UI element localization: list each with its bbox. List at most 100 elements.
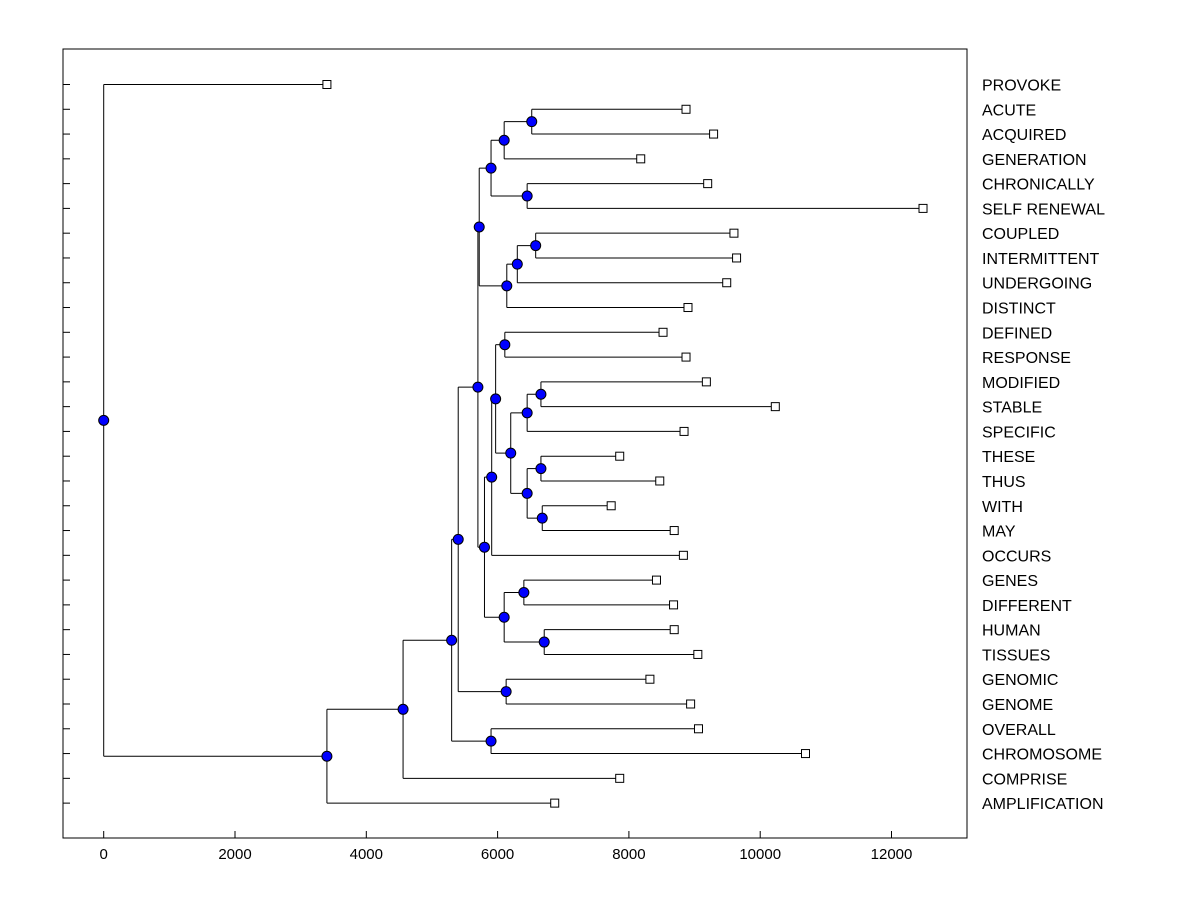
leaf-label-undergoing: UNDERGOING — [982, 276, 1092, 293]
leaf-label-provoke: PROVOKE — [982, 78, 1061, 95]
merge-node — [526, 116, 538, 128]
merge-node — [321, 750, 333, 762]
leaf-marker-chromosome — [801, 749, 811, 759]
leaf-marker-self-renewal — [918, 203, 928, 213]
merge-node — [452, 533, 464, 545]
leaf-marker-defined — [658, 327, 668, 337]
leaf-marker-intermittent — [732, 253, 742, 263]
leaf-label-with: WITH — [982, 499, 1023, 516]
leaf-label-specific: SPECIFIC — [982, 424, 1056, 441]
leaf-marker-coupled — [729, 228, 739, 238]
leaf-marker-provoke — [322, 80, 332, 89]
merge-node — [535, 388, 547, 400]
leaf-label-chromosome: CHROMOSOME — [982, 747, 1102, 764]
leaf-marker-human — [669, 625, 679, 635]
leaf-label-genome: GENOME — [982, 697, 1053, 714]
leaf-label-distinct: DISTINCT — [982, 301, 1056, 318]
x-tick-label-8000: 8000 — [612, 846, 645, 863]
plot-area-frame — [62, 48, 968, 839]
merge-node — [521, 407, 533, 419]
leaf-marker-undergoing — [722, 278, 732, 288]
leaf-marker-these — [615, 451, 625, 461]
merge-node — [535, 463, 547, 475]
leaf-label-occurs: OCCURS — [982, 548, 1051, 565]
x-tick-label-2000: 2000 — [218, 846, 251, 863]
merge-node — [473, 221, 485, 233]
merge-node — [530, 240, 542, 252]
merge-node — [500, 686, 512, 698]
merge-node — [98, 414, 110, 426]
merge-node — [499, 339, 511, 351]
leaf-marker-with — [606, 501, 616, 511]
x-tick-label-0: 0 — [100, 846, 108, 863]
leaf-label-acute: ACUTE — [982, 102, 1036, 119]
leaf-marker-different — [669, 600, 679, 610]
leaf-marker-tissues — [693, 649, 703, 659]
leaf-marker-occurs — [678, 550, 688, 560]
merge-node — [485, 735, 497, 747]
leaf-label-thus: THUS — [982, 474, 1026, 491]
leaf-label-different: DIFFERENT — [982, 598, 1072, 615]
merge-node — [536, 512, 548, 524]
leaf-label-human: HUMAN — [982, 623, 1041, 640]
leaf-marker-generation — [636, 154, 646, 164]
merge-node — [505, 447, 517, 459]
merge-node — [501, 280, 513, 292]
merge-node — [538, 636, 550, 648]
x-tick-label-6000: 6000 — [481, 846, 514, 863]
merge-node — [472, 381, 484, 393]
leaf-marker-chronically — [703, 179, 713, 189]
leaf-label-amplification: AMPLIFICATION — [982, 796, 1104, 813]
leaf-label-stable: STABLE — [982, 400, 1042, 417]
leaf-label-overall: OVERALL — [982, 722, 1056, 739]
tick-marks — [63, 84, 893, 838]
merge-node — [521, 190, 533, 202]
leaf-label-genes: GENES — [982, 573, 1038, 590]
leaf-label-these: THESE — [982, 449, 1035, 466]
leaf-markers — [322, 80, 928, 808]
leaf-label-may: MAY — [982, 524, 1016, 541]
merge-node — [485, 162, 497, 174]
leaf-marker-amplification — [550, 798, 560, 808]
leaf-marker-comprise — [615, 773, 625, 783]
x-tick-label-10000: 10000 — [739, 846, 781, 863]
leaf-marker-stable — [770, 402, 780, 412]
merge-node — [478, 541, 490, 553]
leaf-marker-specific — [679, 426, 689, 436]
leaf-label-acquired: ACQUIRED — [982, 127, 1066, 144]
leaf-labels: PROVOKE ACUTE ACQUIRED GENERATION CHRONICALL… — [982, 78, 1105, 814]
leaf-marker-response — [681, 352, 691, 362]
merge-node — [511, 258, 523, 270]
leaf-label-intermittent: INTERMITTENT — [982, 251, 1100, 268]
leaf-label-tissues: TISSUES — [982, 647, 1050, 664]
merge-nodes — [98, 116, 550, 762]
merge-node — [490, 393, 502, 405]
leaf-marker-modified — [701, 377, 711, 387]
leaf-label-defined: DEFINED — [982, 325, 1052, 342]
leaf-label-modified: MODIFIED — [982, 375, 1060, 392]
merge-node — [397, 703, 409, 715]
leaf-label-self-renewal: SELF RENEWAL — [982, 201, 1105, 218]
merge-node — [521, 487, 533, 499]
leaf-marker-thus — [655, 476, 665, 486]
leaf-label-coupled: COUPLED — [982, 226, 1059, 243]
leaf-marker-overall — [693, 724, 703, 734]
merge-node — [486, 471, 498, 483]
leaf-marker-genomic — [645, 674, 655, 684]
leaf-marker-acquired — [709, 129, 719, 139]
leaf-marker-acute — [681, 104, 691, 114]
leaf-marker-genome — [686, 699, 696, 709]
merge-node — [518, 586, 530, 598]
x-tick-label-12000: 12000 — [871, 846, 913, 863]
merge-node — [498, 611, 510, 623]
x-axis-tick-labels: 0 2000 4000 6000 8000 10000 12000 — [100, 846, 913, 863]
leaf-marker-may — [669, 526, 679, 536]
leaf-label-chronically: CHRONICALLY — [982, 177, 1095, 194]
merge-node — [498, 134, 510, 146]
merge-node — [446, 634, 458, 646]
x-tick-label-4000: 4000 — [350, 846, 383, 863]
leaf-label-genomic: GENOMIC — [982, 672, 1058, 689]
leaf-label-comprise: COMPRISE — [982, 771, 1067, 788]
leaf-label-response: RESPONSE — [982, 350, 1071, 367]
